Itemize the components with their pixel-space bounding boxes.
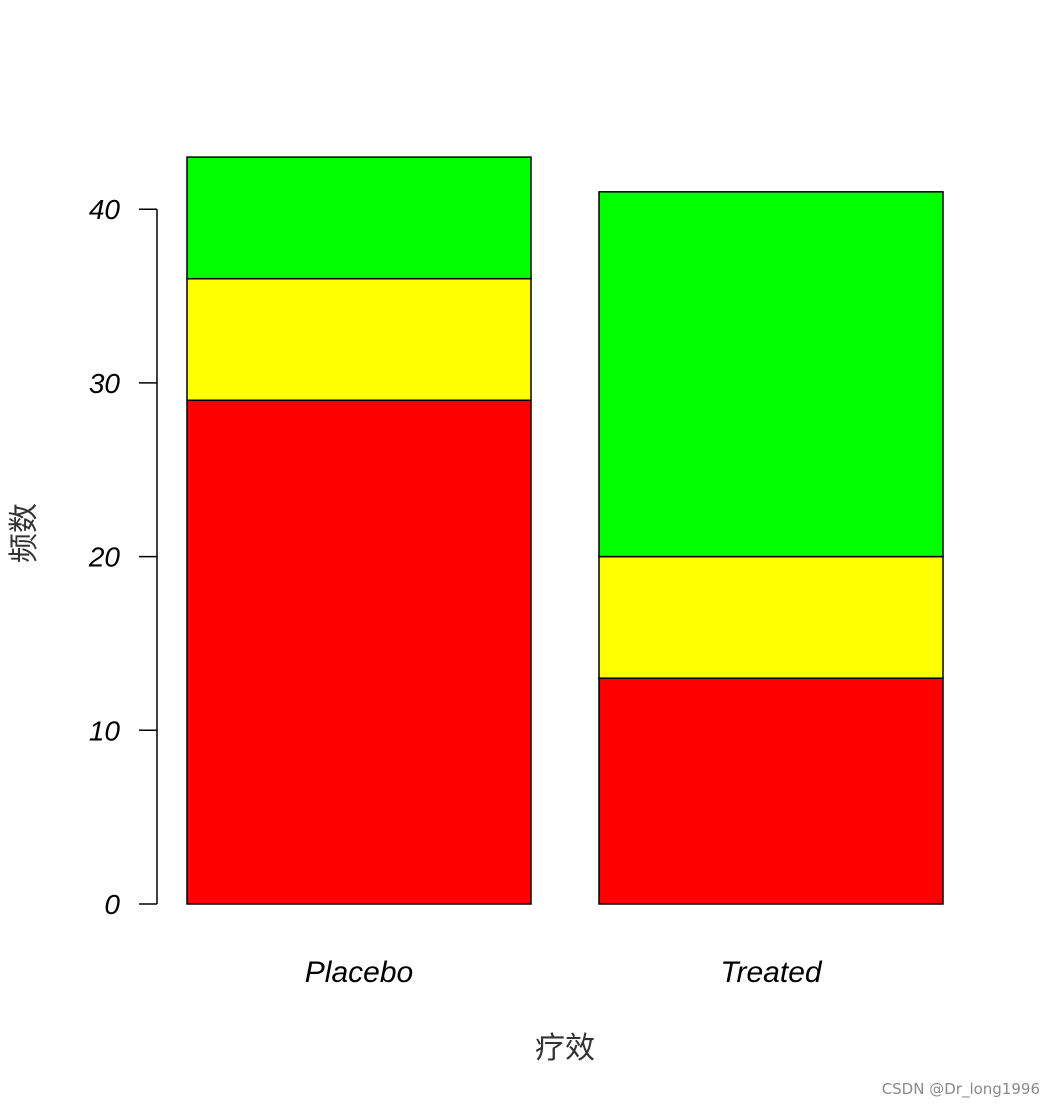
y-tick-label-40: 40 (89, 194, 121, 225)
y-tick-label-0: 0 (104, 889, 120, 920)
x-category-labels: Placebo Treated (305, 956, 823, 989)
bar-segment-placebo-0 (186, 399, 532, 905)
x-category-label-treated: Treated (720, 956, 822, 989)
y-tick-label-30: 30 (89, 368, 121, 399)
y-axis: 0 10 20 30 40 (88, 194, 158, 920)
bar-segment-treated-2 (598, 191, 944, 558)
x-category-label-placebo: Placebo (305, 956, 413, 989)
y-tick-label-20: 20 (88, 542, 121, 573)
bar-segment-treated-1 (598, 555, 944, 679)
x-axis-title: 疗效 (535, 1031, 595, 1066)
bar-segment-placebo-2 (186, 156, 532, 280)
bar-segment-placebo-1 (186, 277, 532, 402)
bar-segment-treated-0 (598, 677, 944, 905)
watermark: CSDN @Dr_long1996 (881, 1080, 1040, 1098)
y-tick-label-10: 10 (89, 715, 121, 746)
bars-group (186, 156, 944, 905)
y-axis-title: 频数 (7, 503, 42, 563)
